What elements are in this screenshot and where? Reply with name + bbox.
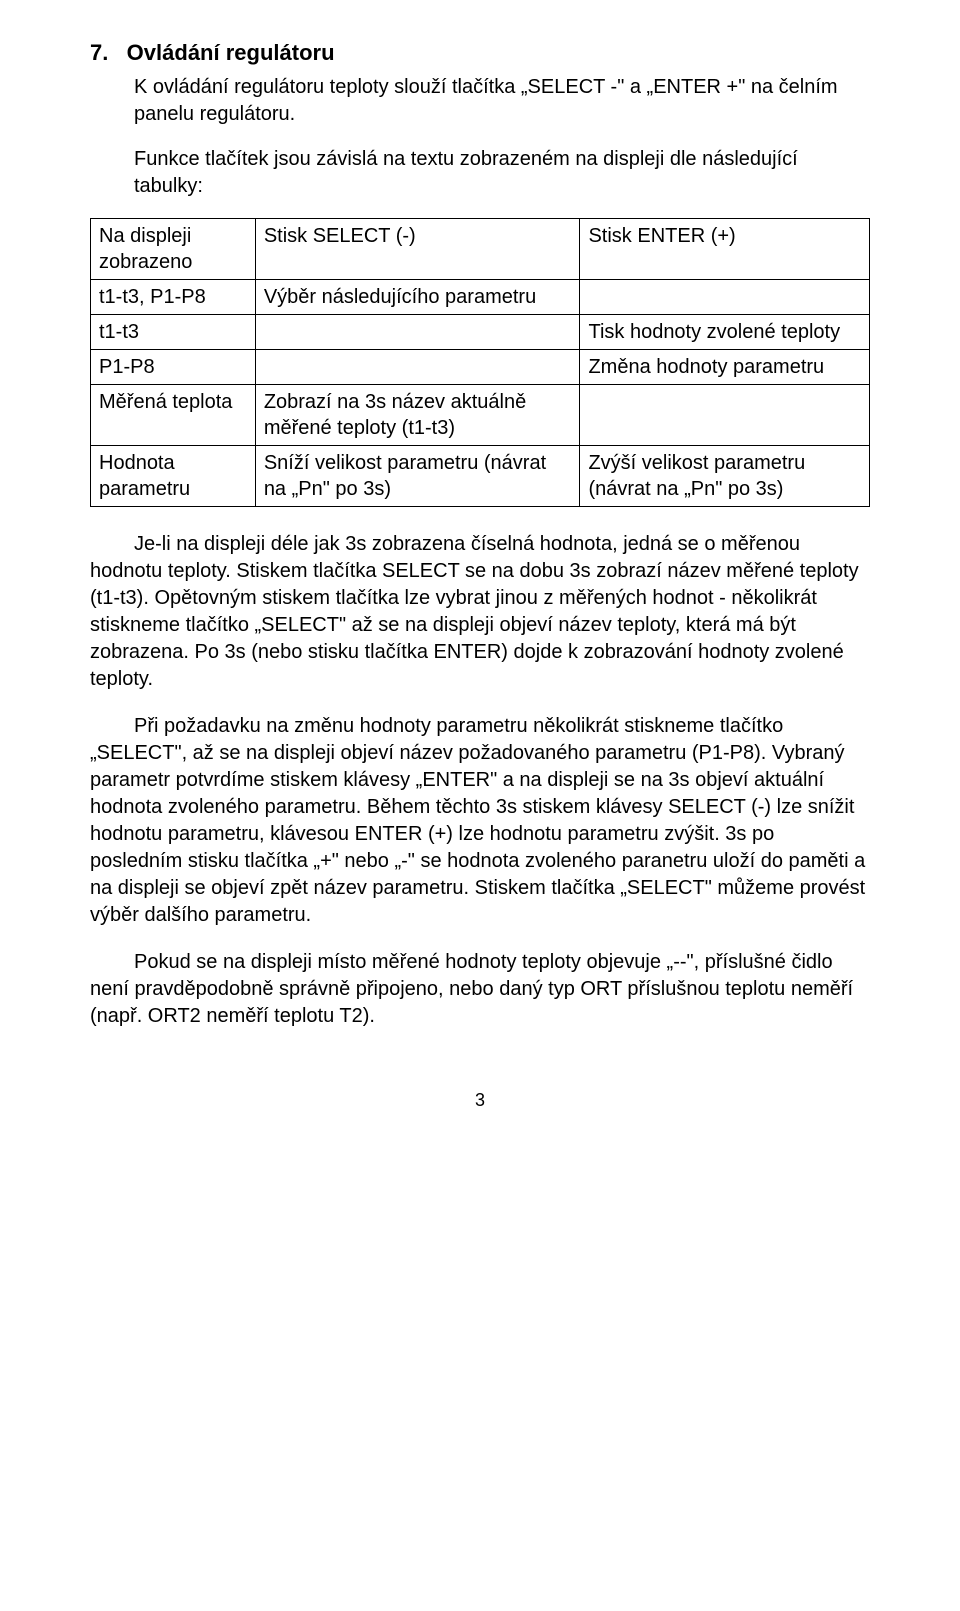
table-row: P1-P8 Změna hodnoty parametru bbox=[91, 350, 870, 385]
table-cell: Změna hodnoty parametru bbox=[580, 350, 870, 385]
table-cell: Zvýší velikost parametru (návrat na „Pn"… bbox=[580, 446, 870, 507]
table-cell: Na displeji zobrazeno bbox=[91, 219, 256, 280]
table-cell bbox=[255, 350, 580, 385]
table-cell: Sníží velikost parametru (návrat na „Pn"… bbox=[255, 446, 580, 507]
table-row: Na displeji zobrazeno Stisk SELECT (-) S… bbox=[91, 219, 870, 280]
body-paragraph-3: Pokud se na displeji místo měřené hodnot… bbox=[90, 949, 870, 1030]
table-cell: Měřená teplota bbox=[91, 385, 256, 446]
table-row: t1-t3 Tisk hodnoty zvolené teploty bbox=[91, 315, 870, 350]
table-cell bbox=[255, 315, 580, 350]
table-row: t1-t3, P1-P8 Výběr následujícího paramet… bbox=[91, 280, 870, 315]
table-row: Hodnota parametru Sníží velikost paramet… bbox=[91, 446, 870, 507]
table-cell: Stisk SELECT (-) bbox=[255, 219, 580, 280]
table-cell: Hodnota parametru bbox=[91, 446, 256, 507]
intro-paragraph-1: K ovládání regulátoru teploty slouží tla… bbox=[90, 74, 870, 128]
table-cell: Výběr následujícího parametru bbox=[255, 280, 580, 315]
body-paragraph-2: Při požadavku na změnu hodnoty parametru… bbox=[90, 713, 870, 929]
table-cell: Stisk ENTER (+) bbox=[580, 219, 870, 280]
table-cell bbox=[580, 385, 870, 446]
intro-paragraph-2: Funkce tlačítek jsou závislá na textu zo… bbox=[90, 146, 870, 200]
table-cell: P1-P8 bbox=[91, 350, 256, 385]
table-cell: t1-t3 bbox=[91, 315, 256, 350]
controls-table: Na displeji zobrazeno Stisk SELECT (-) S… bbox=[90, 218, 870, 507]
section-heading: 7. Ovládání regulátoru bbox=[90, 40, 870, 66]
body-paragraph-1: Je-li na displeji déle jak 3s zobrazena … bbox=[90, 531, 870, 693]
table-cell bbox=[580, 280, 870, 315]
table-cell: t1-t3, P1-P8 bbox=[91, 280, 256, 315]
page-number: 3 bbox=[90, 1090, 870, 1111]
table-cell: Zobrazí na 3s název aktuálně měřené tepl… bbox=[255, 385, 580, 446]
table-cell: Tisk hodnoty zvolené teploty bbox=[580, 315, 870, 350]
table-row: Měřená teplota Zobrazí na 3s název aktuá… bbox=[91, 385, 870, 446]
